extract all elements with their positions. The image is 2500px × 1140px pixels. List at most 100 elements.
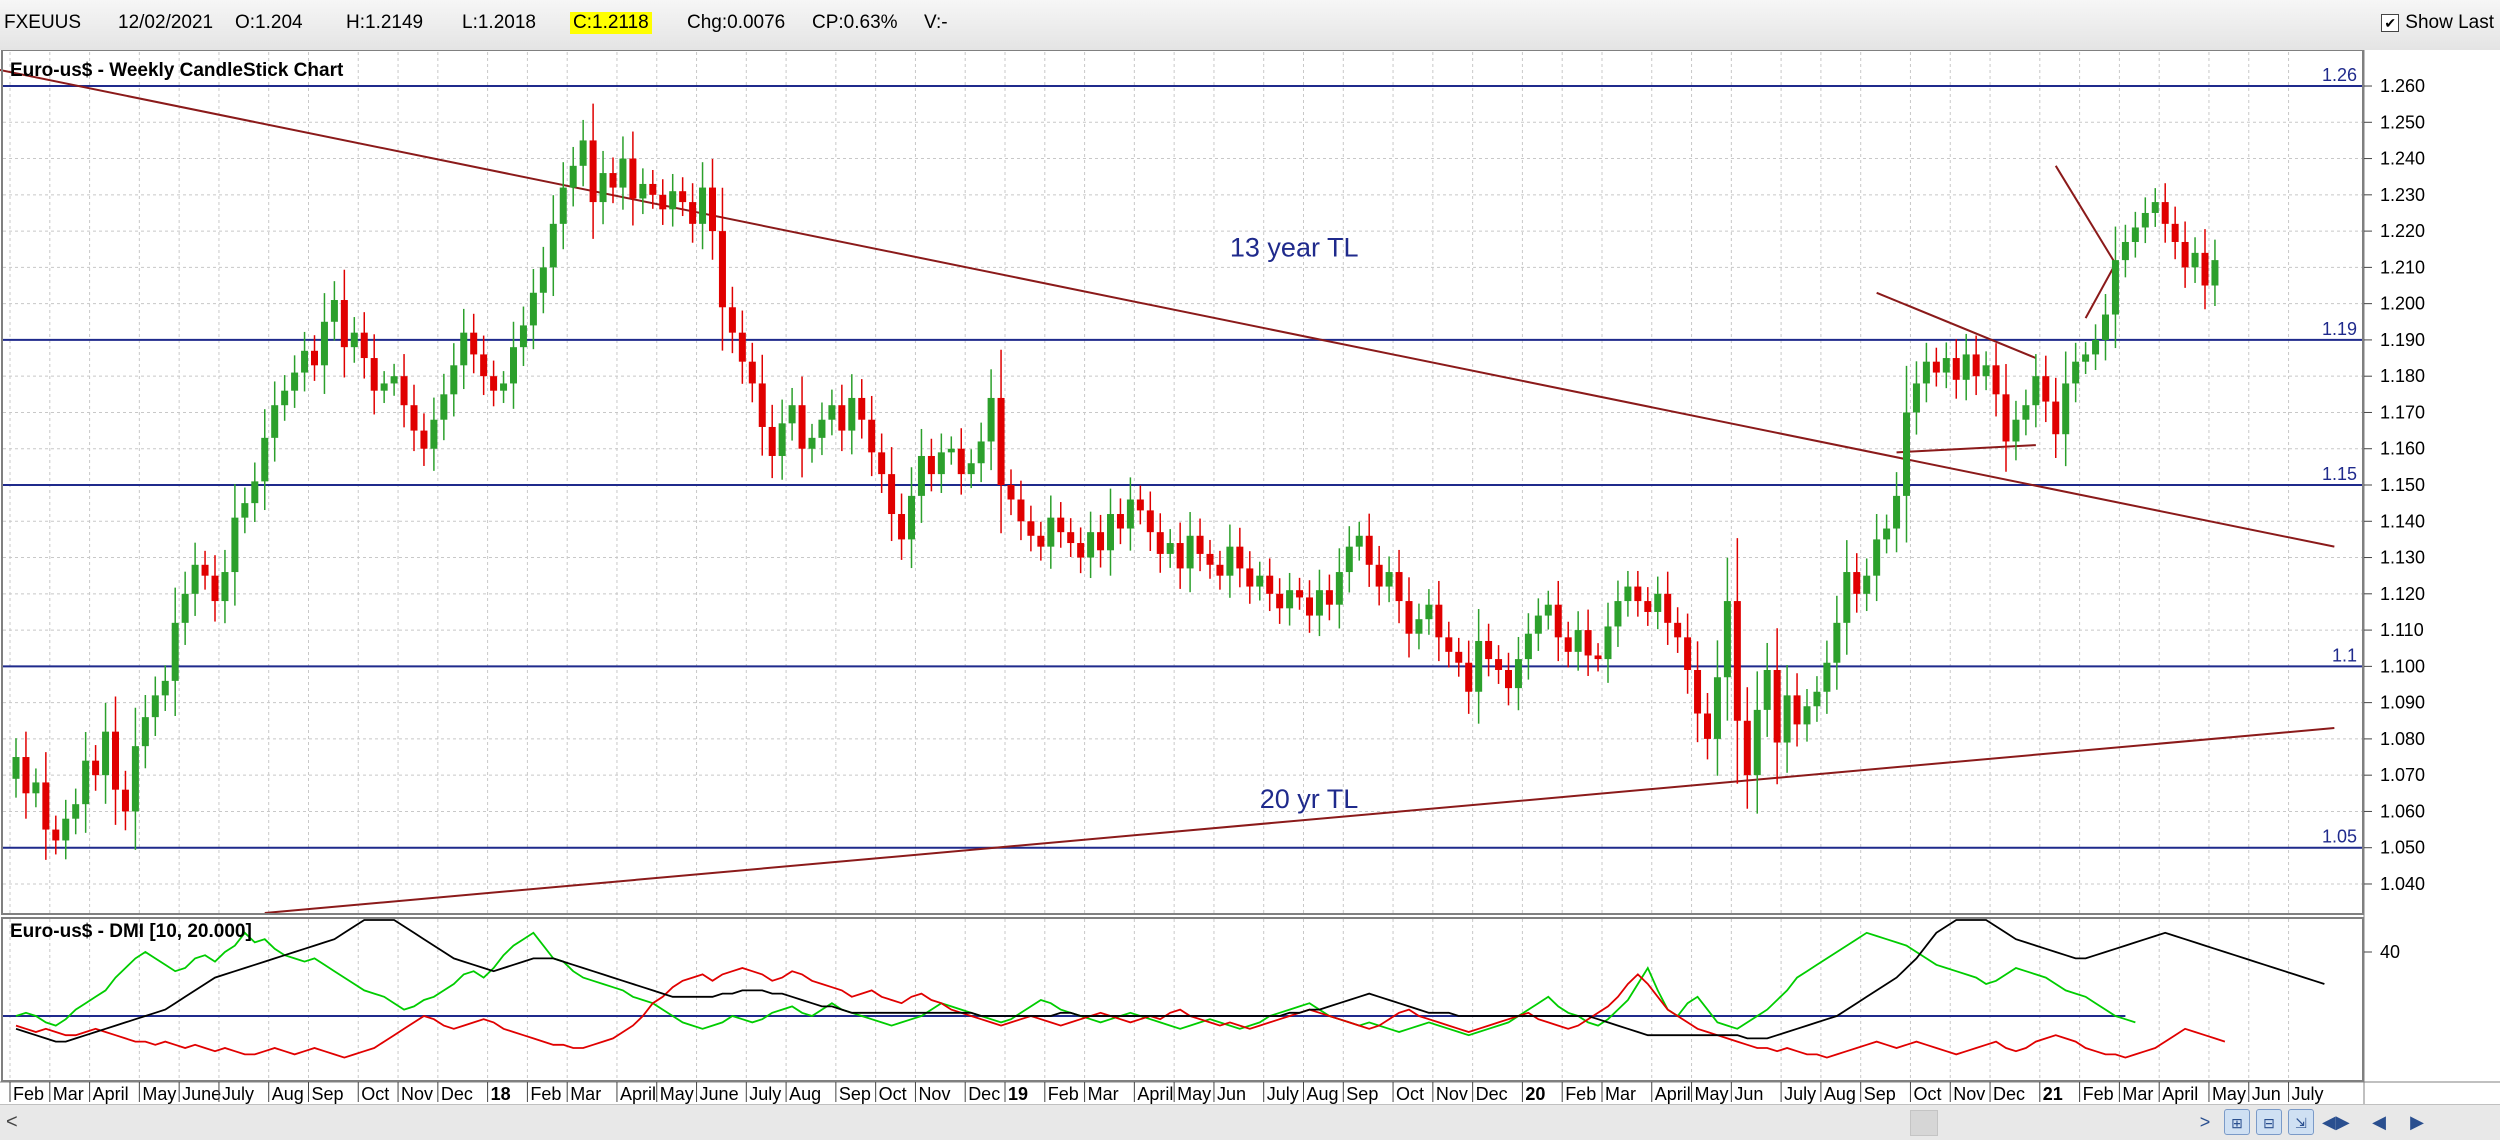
candle-body (718, 231, 726, 308)
candle-body (141, 717, 149, 747)
candle-body (579, 140, 587, 166)
candle (947, 436, 955, 465)
candle (2161, 183, 2169, 243)
candle (649, 169, 657, 209)
candle-body (1893, 495, 1901, 529)
candle (2072, 342, 2080, 403)
x-tick-label: Mar (570, 1084, 601, 1104)
show-last-checkbox[interactable]: ✔ (2381, 14, 2400, 32)
x-tick-label: April (620, 1084, 656, 1104)
x-tick-label: July (2292, 1084, 2324, 1104)
candle (818, 402, 826, 456)
candle (1514, 636, 1522, 711)
candle-body (1753, 709, 1761, 776)
candle-body (1315, 590, 1323, 616)
y-tick-label: 1.220 (2380, 221, 2425, 241)
dmi-y-tick-label: 40 (2380, 942, 2400, 962)
level-label: 1.19 (2322, 319, 2357, 339)
show-last-label: Show Last (2405, 12, 2494, 33)
scroll-right-icon[interactable]: > (2199, 1112, 2211, 1132)
candle (52, 815, 60, 855)
candle (1813, 676, 1821, 722)
candle-body (390, 376, 398, 384)
y-tick-label: 1.110 (2380, 620, 2424, 640)
candle-body (320, 321, 328, 366)
prev-icon[interactable]: ◀ (2372, 1112, 2386, 1132)
y-tick-label: 1.140 (2380, 511, 2425, 531)
candle-body (112, 731, 119, 790)
fit-icon[interactable]: ⇲ (2288, 1109, 2314, 1135)
candle (12, 738, 20, 798)
candle (539, 246, 547, 314)
chart-area[interactable]: 1.26 1.19 1.15 1.1 1.05 1.040 1.050 1.060 1.070… (0, 50, 2500, 1104)
x-tick-label: July (1784, 1084, 1816, 1104)
candle (1435, 580, 1443, 662)
candle-body (1405, 601, 1413, 634)
candle (1077, 527, 1085, 574)
candle (1505, 652, 1512, 706)
candle (679, 177, 687, 217)
candle-body (2032, 376, 2040, 406)
candle-body (699, 187, 707, 224)
scroll-thumb[interactable] (1910, 1110, 1938, 1136)
candle (1962, 333, 1970, 401)
candle-body (947, 448, 955, 453)
candle-body (858, 397, 866, 420)
candle-body (788, 405, 796, 424)
candle (599, 150, 607, 225)
candle (2181, 221, 2189, 288)
zoom-out-icon[interactable]: ⊟ (2256, 1109, 2282, 1135)
candle (82, 732, 90, 833)
zoom-in-icon[interactable]: ⊞ (2224, 1109, 2250, 1135)
show-last-toggle[interactable]: ✔ Show Last (2381, 12, 2494, 34)
candle-body (1853, 572, 1861, 594)
candle-body (380, 383, 388, 391)
candle-body (1266, 575, 1274, 594)
candle-body (42, 782, 50, 830)
candle (1982, 351, 1990, 391)
x-tick-label: 21 (2043, 1084, 2063, 1104)
candle-body (589, 140, 597, 203)
candle-body (340, 300, 348, 348)
candle (1226, 524, 1234, 598)
candle (758, 354, 766, 456)
candle (2012, 400, 2020, 461)
candle-body (1783, 695, 1791, 743)
candle (659, 179, 667, 225)
candle-body (2102, 314, 2109, 340)
candle-body (868, 419, 876, 453)
candle (1674, 607, 1682, 653)
candle (2002, 364, 2010, 472)
candle-body (191, 564, 199, 594)
candle (2022, 389, 2030, 436)
candle (589, 103, 597, 239)
candle (1087, 511, 1095, 579)
expand-icon[interactable]: ◀▶ (2322, 1112, 2350, 1132)
candle (390, 363, 398, 396)
candle-body (977, 441, 985, 464)
candle (2141, 197, 2149, 244)
candle-body (1037, 535, 1045, 547)
candle-body (519, 325, 527, 348)
y-tick-label: 1.200 (2380, 294, 2425, 314)
candle-body (2121, 241, 2129, 261)
candle-body (539, 267, 547, 293)
candle-body (1574, 630, 1582, 652)
candle-body (22, 757, 30, 794)
candle (1743, 687, 1751, 809)
candle-body (430, 419, 438, 449)
candle-body (2201, 252, 2209, 286)
candle (738, 310, 746, 384)
horizontal-scrollbar[interactable]: < > ⊞ ⊟ ⇲ ◀▶ ◀ ▶ (0, 1104, 2500, 1140)
candle-body (450, 365, 458, 395)
candle (1495, 645, 1503, 684)
candle (888, 447, 896, 542)
next-icon[interactable]: ▶ (2410, 1112, 2424, 1132)
scroll-left-icon[interactable]: < (6, 1111, 18, 1133)
candle (709, 158, 716, 260)
candle (370, 334, 378, 415)
candle (1136, 485, 1144, 525)
candle (1932, 347, 1940, 387)
candle-body (1146, 510, 1154, 533)
candle-body (12, 757, 20, 779)
